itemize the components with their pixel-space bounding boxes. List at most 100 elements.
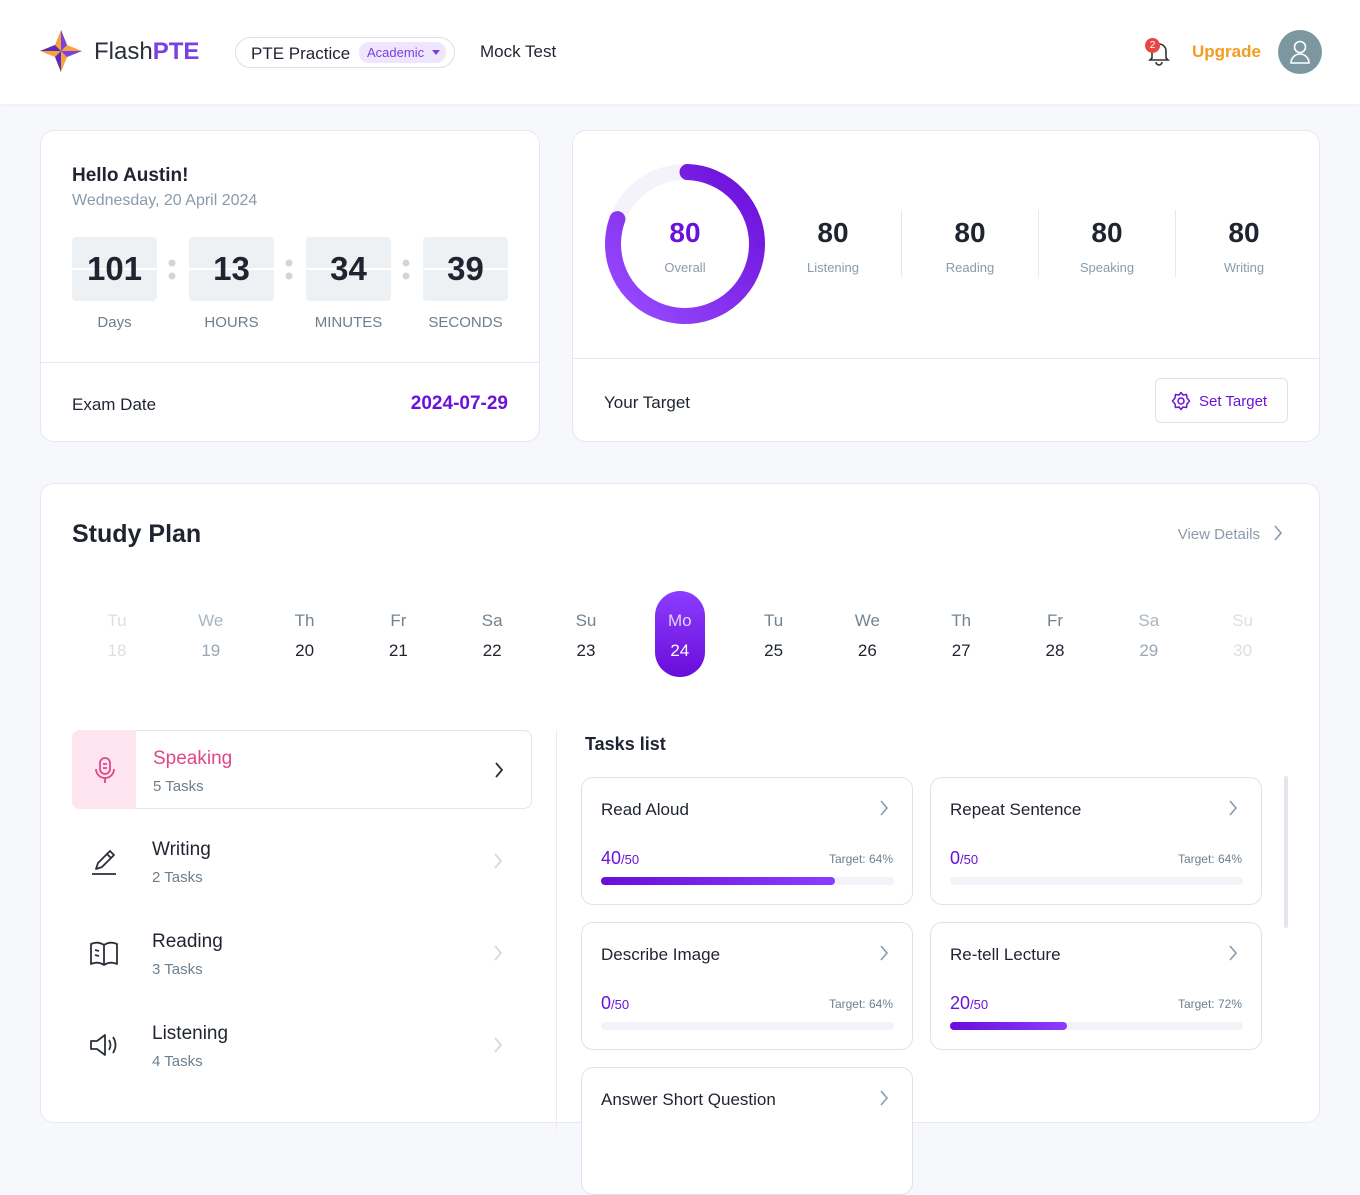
task-score: 20/50 (950, 993, 988, 1014)
set-target-button[interactable]: Set Target (1155, 378, 1288, 423)
day-date[interactable]: 27 (951, 641, 971, 660)
subject-row[interactable]: Reading 3 Tasks (72, 914, 532, 993)
subject-row[interactable]: Listening 4 Tasks (72, 1006, 532, 1085)
day-name[interactable]: Sa (1138, 611, 1160, 630)
subject-name: Listening (152, 1023, 229, 1044)
chevron[interactable] (1228, 945, 1238, 961)
nav-mock-test[interactable]: Mock Test (480, 42, 557, 61)
day-name[interactable]: Tu (107, 611, 127, 630)
chevron[interactable] (494, 762, 504, 778)
section-score: 80 (1091, 217, 1123, 248)
subject-row[interactable]: Speaking 5 Tasks (72, 730, 532, 809)
task-card[interactable]: Describe Image 0/50 Target: 64% (581, 922, 913, 1050)
brand[interactable]: FlashPTE (94, 38, 199, 66)
chevron[interactable] (493, 853, 503, 869)
view-details[interactable]: View Details (1177, 526, 1260, 543)
task-card[interactable]: Answer Short Question (581, 1067, 913, 1195)
task-score: 0/50 (950, 848, 978, 869)
section-score: 80 (1228, 217, 1260, 248)
chevron[interactable] (879, 945, 889, 961)
day-name[interactable]: We (198, 611, 224, 630)
task-card[interactable]: Read Aloud 40/50 Target: 64% (581, 777, 913, 905)
countdown-label: MINUTES (314, 314, 383, 331)
subject-name: Speaking (153, 748, 233, 769)
logo[interactable] (38, 28, 84, 74)
task-card[interactable]: Re-tell Lecture 20/50 Target: 72% (930, 922, 1262, 1050)
avatar[interactable] (1278, 30, 1322, 74)
day-date[interactable]: 19 (201, 641, 221, 660)
subject-icon (88, 1029, 120, 1061)
day-date[interactable]: 30 (1233, 641, 1253, 660)
icon-bg (72, 730, 136, 809)
task-card[interactable]: Repeat Sentence 0/50 Target: 64% (930, 777, 1262, 905)
day-date[interactable]: 24 (670, 641, 690, 660)
section-label: Writing (1223, 260, 1265, 275)
chevron[interactable] (1273, 525, 1283, 541)
day-date[interactable]: 26 (857, 641, 877, 660)
day-name[interactable]: We (854, 611, 880, 630)
day-date[interactable]: 18 (107, 641, 127, 660)
top-bar: FlashPTE PTE Practice Academic Mock Test… (0, 0, 1360, 104)
brand-first: Flash (94, 38, 153, 65)
colon (402, 259, 410, 281)
section-label: Listening (806, 260, 860, 275)
chevron[interactable] (879, 800, 889, 816)
day-name[interactable]: Sa (481, 611, 503, 630)
target-label: Your Target (604, 393, 691, 412)
notification-badge: 2 (1145, 38, 1160, 53)
task-target: Target: 64% (828, 852, 893, 866)
day-date[interactable]: 23 (576, 641, 596, 660)
day-name[interactable]: Su (1232, 611, 1253, 630)
divider (1038, 210, 1039, 277)
divider (556, 730, 557, 1130)
practice-menu[interactable]: PTE Practice Academic (235, 37, 455, 68)
day-date[interactable]: 25 (764, 641, 784, 660)
day-date[interactable]: 28 (1045, 641, 1065, 660)
task-name: Re-tell Lecture (950, 945, 1061, 964)
day-date[interactable]: 20 (295, 641, 315, 660)
day-name[interactable]: Mo (667, 611, 692, 630)
colon (168, 259, 176, 281)
tasks-title: Tasks list (585, 734, 666, 754)
score-max: /50 (611, 997, 630, 1012)
day-date[interactable]: 22 (482, 641, 502, 660)
box-split (72, 268, 157, 270)
progress-bar (601, 877, 836, 885)
task-name: Describe Image (601, 945, 721, 964)
chevron[interactable] (879, 1090, 889, 1106)
selected-day-pill[interactable] (654, 591, 705, 677)
brand-second: PTE (152, 38, 200, 65)
day-name[interactable]: Th (294, 611, 315, 630)
progress-bar (950, 1022, 1068, 1030)
task-target: Target: 64% (1177, 852, 1242, 866)
subject-name: Writing (152, 839, 211, 860)
countdown-box: 101 (72, 237, 157, 301)
chevron[interactable] (1228, 800, 1238, 816)
section-label: Reading (945, 260, 995, 275)
chevron[interactable] (493, 945, 503, 961)
subject-row[interactable]: Writing 2 Tasks (72, 822, 532, 901)
day-name[interactable]: Su (575, 611, 597, 630)
divider (41, 362, 539, 363)
day-date[interactable]: 29 (1139, 641, 1159, 660)
chevron[interactable] (493, 1037, 503, 1053)
subject-icon (88, 937, 120, 969)
gear-icon (1171, 391, 1191, 411)
day-date[interactable]: 21 (388, 641, 408, 660)
current-date: Wednesday, 20 April 2024 (72, 192, 258, 209)
countdown-box: 34 (306, 237, 391, 301)
practice-label: PTE Practice (251, 44, 351, 63)
day-name[interactable]: Tu (763, 611, 784, 630)
day-name[interactable]: Fr (1046, 611, 1064, 630)
exam-label: Exam Date (72, 395, 157, 414)
scrollbar[interactable] (1284, 776, 1288, 928)
practice-badge[interactable]: Academic (359, 42, 447, 63)
day-name[interactable]: Fr (390, 611, 407, 630)
day-name[interactable]: Th (951, 611, 972, 630)
countdown-value: 34 (330, 250, 367, 287)
subject-tasks: 2 Tasks (152, 869, 203, 886)
subject-tasks: 5 Tasks (153, 778, 204, 795)
upgrade-link[interactable]: Upgrade (1192, 42, 1261, 61)
subject-tasks: 4 Tasks (152, 1053, 203, 1070)
